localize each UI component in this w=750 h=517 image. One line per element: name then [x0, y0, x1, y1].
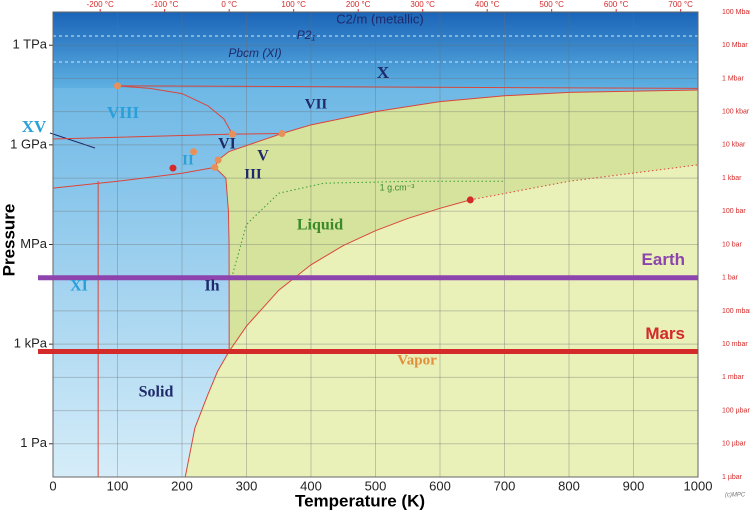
- x-tick-label: 800: [558, 478, 580, 493]
- x2-tick-label: 400 °C: [475, 0, 500, 9]
- y2-tick-label: 1 µbar: [722, 474, 743, 481]
- y2-tick-label: 10 kbar: [722, 142, 746, 149]
- x-tick-label: 300: [236, 478, 258, 493]
- phase-boundary: [228, 199, 471, 352]
- x-tick-label: 700: [494, 478, 516, 493]
- high-pressure-band: [53, 12, 698, 88]
- y2-tick-label: 1 Mbar: [722, 75, 744, 82]
- x2-tick-label: -100 °C: [151, 0, 178, 9]
- y2-tick-label: 100 kbar: [722, 108, 750, 115]
- annotation: III: [244, 166, 262, 182]
- x2-tick-label: 300 °C: [410, 0, 435, 9]
- phase-point: [211, 163, 219, 171]
- y-tick-label: MPa: [20, 236, 48, 251]
- x-tick-label: 0: [49, 478, 56, 493]
- y2-tick-label: 10 Mbar: [722, 42, 748, 49]
- plot-frame: [52, 11, 699, 478]
- x-axis-title: Temperature (K): [295, 491, 425, 510]
- annotation: Pbcm (XI): [228, 46, 281, 60]
- y-axis-title: Pressure: [0, 204, 18, 277]
- annotation: Ih: [204, 278, 219, 295]
- y2-tick-label: 1 kbar: [722, 175, 742, 182]
- y2-tick-label: 100 µbar: [722, 407, 750, 414]
- x2-tick-label: 200 °C: [346, 0, 371, 9]
- phase-point: [278, 129, 286, 137]
- y2-tick-label: 100 mbar: [722, 308, 750, 315]
- phase-point: [214, 156, 222, 164]
- x2-tick-label: 0 °C: [221, 0, 237, 9]
- x-tick-label: 1000: [684, 478, 713, 493]
- level-label: Mars: [645, 324, 685, 343]
- phase-boundary: [184, 350, 230, 478]
- phase-boundary: [470, 164, 699, 201]
- liquid-region: [214, 89, 698, 352]
- annotation: C2/m (metallic): [336, 11, 423, 26]
- annotation: (c)MPC: [725, 493, 746, 499]
- phase-point: [169, 164, 177, 172]
- x-tick-label: 400: [300, 478, 322, 493]
- phase-boundary: [52, 166, 215, 189]
- x2-tick-label: 500 °C: [539, 0, 564, 9]
- x2-tick-label: 600 °C: [604, 0, 629, 9]
- y2-tick-label: 1 bar: [722, 275, 739, 282]
- x2-tick-label: 700 °C: [668, 0, 693, 9]
- y-tick-label: 1 Pa: [20, 435, 48, 450]
- phase-point: [190, 148, 198, 156]
- y2-tick-label: 100 Mbar: [722, 9, 750, 16]
- annotation: VI: [218, 136, 236, 153]
- x-tick-label: 100: [107, 478, 129, 493]
- phase-boundary: [117, 85, 233, 135]
- phase-point: [228, 130, 236, 138]
- level-label: Earth: [642, 250, 685, 269]
- annotation: Liquid: [297, 217, 343, 234]
- phase-point: [466, 196, 474, 204]
- annotation: XI: [70, 278, 88, 295]
- y-tick-label: 1 TPa: [13, 37, 48, 52]
- pointer: [49, 132, 96, 149]
- x2-tick-label: -200 °C: [87, 0, 114, 9]
- phase-point: [114, 82, 121, 90]
- y2-tick-label: 10 µbar: [722, 441, 747, 448]
- y2-tick-label: 1 mbar: [722, 374, 744, 381]
- annotation: XV: [22, 117, 47, 136]
- annotation: 1 g.cm⁻³: [380, 182, 415, 192]
- x-tick-label: 900: [623, 478, 645, 493]
- annotation: VII: [305, 96, 328, 112]
- y-tick-label: 1 kPa: [14, 336, 48, 351]
- annotation: P2₁: [297, 28, 316, 42]
- annotation: V: [257, 148, 269, 165]
- x-tick-label: 500: [365, 478, 387, 493]
- y-tick-label: 1 GPa: [10, 136, 48, 151]
- x2-tick-label: 100 °C: [281, 0, 306, 9]
- x-tick-label: 600: [429, 478, 451, 493]
- y2-tick-label: 10 mbar: [722, 341, 748, 348]
- annotation: Vapor: [397, 352, 437, 368]
- annotation: II: [182, 152, 194, 168]
- annotation: X: [377, 63, 390, 82]
- y2-tick-label: 100 bar: [722, 208, 746, 215]
- annotation: VIII: [107, 103, 140, 122]
- phase-boundary: [117, 85, 699, 89]
- x-tick-label: 200: [171, 478, 193, 493]
- phase-boundary: [214, 89, 699, 168]
- annotation: Solid: [139, 384, 174, 401]
- y2-tick-label: 10 bar: [722, 241, 743, 248]
